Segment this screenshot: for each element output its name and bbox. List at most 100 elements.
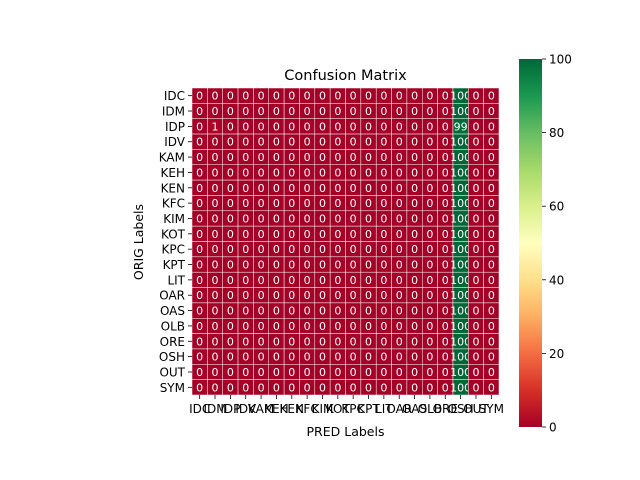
x-axis-label: PRED Labels	[307, 424, 385, 439]
cell-value-label: 0	[258, 305, 265, 318]
cell-value-label: 0	[442, 90, 449, 103]
cell-value-label: 0	[334, 320, 341, 333]
cell-value-label: 0	[442, 182, 449, 195]
cell-value-label: 0	[242, 259, 249, 272]
cell-value-label: 0	[319, 305, 326, 318]
cell-value-label: 0	[212, 274, 219, 287]
cell-value-label: 100	[450, 366, 471, 379]
cell-value-label: 0	[196, 259, 203, 272]
cell-value-label: 0	[426, 228, 433, 241]
cell-value-label: 0	[227, 335, 234, 348]
cell-value-label: 0	[273, 197, 280, 210]
cell-value-label: 0	[411, 136, 418, 149]
cell-value-label: 0	[319, 274, 326, 287]
cell-value-label: 0	[273, 212, 280, 225]
cell-value-label: 0	[488, 228, 495, 241]
cell-value-label: 0	[396, 120, 403, 133]
cell-value-label: 0	[350, 120, 357, 133]
cell-value-label: 0	[288, 351, 295, 364]
cell-value-label: 0	[258, 197, 265, 210]
cell-value-label: 0	[472, 243, 479, 256]
cell-value-label: 0	[242, 151, 249, 164]
cell-value-label: 0	[488, 259, 495, 272]
cell-value-label: 0	[258, 212, 265, 225]
cell-value-label: 0	[380, 182, 387, 195]
cell-value-label: 0	[273, 259, 280, 272]
cell-value-label: 0	[411, 166, 418, 179]
cell-value-label: 0	[196, 351, 203, 364]
cell-value-label: 0	[273, 320, 280, 333]
cell-value-label: 0	[304, 381, 311, 394]
cell-value-label: 0	[350, 274, 357, 287]
cell-value-label: 0	[319, 182, 326, 195]
cell-value-label: 0	[319, 136, 326, 149]
cell-value-label: 0	[242, 335, 249, 348]
cell-value-label: 0	[350, 335, 357, 348]
cell-value-label: 0	[488, 136, 495, 149]
cell-value-label: 0	[442, 105, 449, 118]
cell-value-label: 0	[426, 90, 433, 103]
cell-value-label: 0	[304, 182, 311, 195]
cell-value-label: 0	[242, 305, 249, 318]
cell-value-label: 0	[227, 259, 234, 272]
colorbar-tick-label: 100	[549, 53, 572, 67]
cell-value-label: 0	[288, 228, 295, 241]
cell-value-label: 0	[396, 197, 403, 210]
cell-value-label: 0	[365, 105, 372, 118]
cell-value-label: 0	[350, 166, 357, 179]
cell-value-label: 0	[411, 320, 418, 333]
cell-value-label: 100	[450, 151, 471, 164]
cell-value-label: 0	[350, 289, 357, 302]
cell-value-label: 0	[396, 320, 403, 333]
cell-value-label: 0	[426, 243, 433, 256]
row-tick-label: OAR	[159, 289, 185, 303]
cell-value-label: 0	[380, 136, 387, 149]
cell-value-label: 0	[442, 274, 449, 287]
cell-value-label: 0	[288, 243, 295, 256]
cell-value-label: 0	[334, 105, 341, 118]
column-tick-label: OLB	[418, 402, 442, 416]
cell-value-label: 0	[258, 151, 265, 164]
cell-value-label: 0	[396, 105, 403, 118]
cell-value-label: 0	[288, 366, 295, 379]
colorbar-tick-label: 80	[549, 126, 564, 140]
cell-value-label: 0	[196, 120, 203, 133]
cell-value-label: 0	[288, 151, 295, 164]
cell-value-label: 0	[212, 243, 219, 256]
row-tick-label: OUT	[159, 365, 185, 379]
cell-value-label: 0	[442, 259, 449, 272]
cell-value-label: 0	[426, 182, 433, 195]
cell-value-label: 0	[273, 305, 280, 318]
cell-value-label: 0	[472, 90, 479, 103]
y-axis-label: ORIG Labels	[131, 204, 146, 280]
row-tick-label: KAM	[159, 151, 185, 165]
cell-value-label: 0	[380, 197, 387, 210]
cell-value-label: 0	[196, 151, 203, 164]
cell-value-label: 0	[334, 228, 341, 241]
cell-value-label: 0	[365, 274, 372, 287]
cell-value-label: 0	[196, 136, 203, 149]
cell-value-label: 0	[488, 274, 495, 287]
cell-value-label: 0	[227, 366, 234, 379]
cell-value-label: 0	[273, 381, 280, 394]
cell-value-label: 0	[365, 166, 372, 179]
column-tick-label: IDM	[203, 402, 226, 416]
cell-value-label: 0	[334, 243, 341, 256]
cell-value-label: 100	[450, 228, 471, 241]
cell-value-label: 100	[450, 166, 471, 179]
cell-value-label: 0	[472, 274, 479, 287]
cell-value-label: 0	[396, 166, 403, 179]
cell-value-label: 0	[212, 366, 219, 379]
cell-value-label: 0	[304, 366, 311, 379]
cell-value-label: 0	[334, 90, 341, 103]
cell-value-label: 0	[227, 305, 234, 318]
cell-value-label: 0	[212, 182, 219, 195]
cell-value-label: 0	[273, 351, 280, 364]
cell-value-label: 0	[472, 120, 479, 133]
cell-value-label: 0	[488, 212, 495, 225]
cell-value-label: 0	[411, 197, 418, 210]
cell-value-label: 0	[365, 197, 372, 210]
cell-value-label: 0	[426, 259, 433, 272]
cell-value-label: 0	[334, 120, 341, 133]
cell-value-label: 0	[258, 136, 265, 149]
